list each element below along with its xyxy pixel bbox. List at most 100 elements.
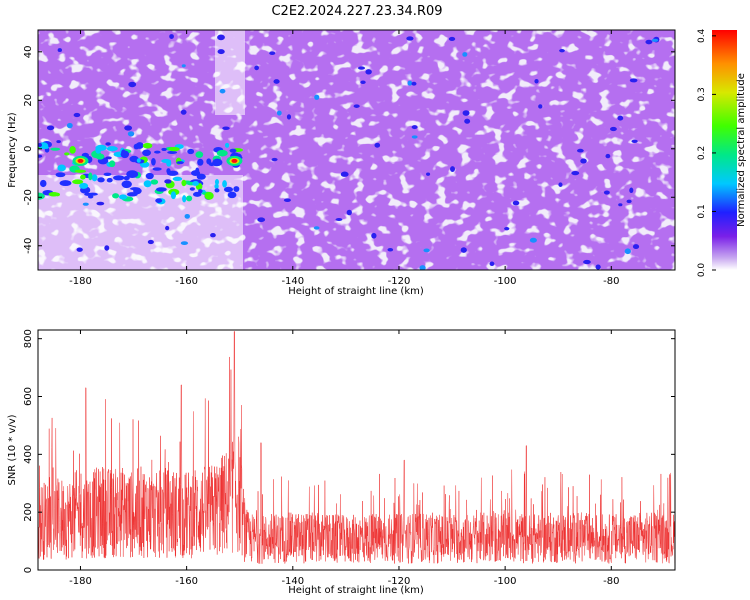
spot [335, 217, 343, 222]
spectrogram-y-tick-label: -40 [23, 238, 34, 254]
spot [276, 110, 282, 116]
spot [57, 48, 62, 52]
hot-spot [195, 151, 204, 158]
hot-spot [55, 172, 66, 178]
spectrogram-y-tick-label: 0 [23, 146, 34, 152]
spot [169, 34, 174, 39]
colorbar-ticks: 0.0 0.1 0.2 0.3 0.4 [697, 28, 716, 277]
hot-spot [88, 172, 93, 181]
snr-x-tick-label: -120 [388, 576, 411, 587]
spot [462, 52, 468, 57]
spot [538, 104, 543, 109]
spectrogram-x-tick-label: -100 [494, 276, 517, 287]
spot [387, 247, 394, 252]
hot-spot [40, 179, 47, 188]
spot [73, 112, 81, 118]
hot-spot [91, 174, 98, 182]
snr-y-tick-label: 0 [23, 567, 34, 573]
hot-spot [69, 145, 76, 154]
hot-spot [95, 145, 102, 154]
hot-spot [214, 179, 219, 186]
chart-title: C2E2.2024.227.23.34.R09 [271, 4, 442, 19]
hot-spot [168, 146, 180, 152]
snr-y-tick-label: 200 [23, 503, 34, 522]
spot [105, 156, 112, 160]
hot-spot [195, 167, 200, 175]
colorbar-label: Normalized spectral amplitude [736, 73, 747, 227]
spectrogram-frame [37, 29, 676, 271]
spectrogram-faded-upper-band [215, 30, 245, 115]
hot-spot [227, 191, 237, 199]
spot [124, 125, 133, 131]
spot [450, 166, 456, 173]
spot [411, 135, 418, 139]
spot [407, 80, 413, 86]
spot [184, 213, 190, 219]
peak-core [77, 158, 84, 163]
hot-spot [130, 187, 141, 191]
snr-panel: -180 -160 -140 -120 -100 -80 0 200 400 600 800 Hei… [7, 329, 676, 596]
hot-spot [222, 180, 227, 188]
spot [217, 34, 225, 41]
hot-spot [126, 192, 138, 197]
spot [105, 142, 111, 146]
spectrogram-y-tick-label: 20 [23, 94, 34, 107]
spot [512, 200, 520, 206]
colorbar-tick-label: 0.0 [697, 263, 707, 278]
spot [346, 209, 352, 216]
hot-spot [229, 148, 237, 153]
hot-spot [204, 192, 214, 200]
spot [374, 142, 381, 148]
spot [360, 80, 366, 85]
spectrogram-y-tick-label: 40 [23, 45, 34, 58]
hot-spot [170, 191, 177, 200]
spot [651, 38, 659, 42]
hot-spot [155, 187, 167, 192]
spot [448, 36, 456, 42]
spot [419, 265, 426, 270]
spot [271, 157, 278, 162]
spot [460, 247, 467, 253]
snr-y-tick-label: 600 [23, 387, 34, 406]
spot [605, 153, 611, 159]
hot-spot [74, 169, 87, 173]
hot-spot [136, 158, 141, 163]
spot [180, 109, 187, 115]
hot-spot [214, 188, 220, 193]
hot-spot [155, 198, 163, 203]
spot [580, 158, 587, 164]
spot [38, 142, 43, 148]
spot [618, 203, 623, 207]
spot [624, 248, 631, 255]
spectrogram-y-label: Frequency (Hz) [7, 112, 18, 188]
spectrogram-y-tick-label: -20 [23, 189, 34, 205]
hot-spot [224, 142, 230, 148]
spot [365, 69, 372, 75]
spot [147, 239, 154, 245]
spectrogram-hot-spots [38, 34, 660, 270]
hot-spot [126, 170, 139, 179]
hot-spot [161, 158, 172, 164]
spot [76, 247, 83, 252]
hot-spot [166, 168, 171, 174]
hot-spot [80, 174, 86, 180]
hot-spot [182, 195, 187, 203]
spectrogram-x-tick-label: -80 [603, 276, 619, 287]
hot-spot [212, 158, 223, 167]
spot [371, 232, 377, 239]
hot-spot [176, 161, 184, 165]
hot-spot [57, 164, 66, 172]
hot-spot [48, 192, 59, 197]
hot-spot [196, 173, 206, 180]
spot [645, 39, 653, 45]
hot-spot [233, 186, 240, 192]
spot [254, 65, 259, 71]
snr-series-line [38, 331, 675, 564]
hot-spot [151, 157, 156, 166]
hot-spot [154, 150, 161, 154]
spectrogram-x-tick-label: -140 [281, 276, 304, 287]
hot-spot [214, 183, 219, 189]
spot [340, 171, 349, 177]
hot-spot [133, 143, 140, 150]
hot-spot [121, 149, 126, 158]
